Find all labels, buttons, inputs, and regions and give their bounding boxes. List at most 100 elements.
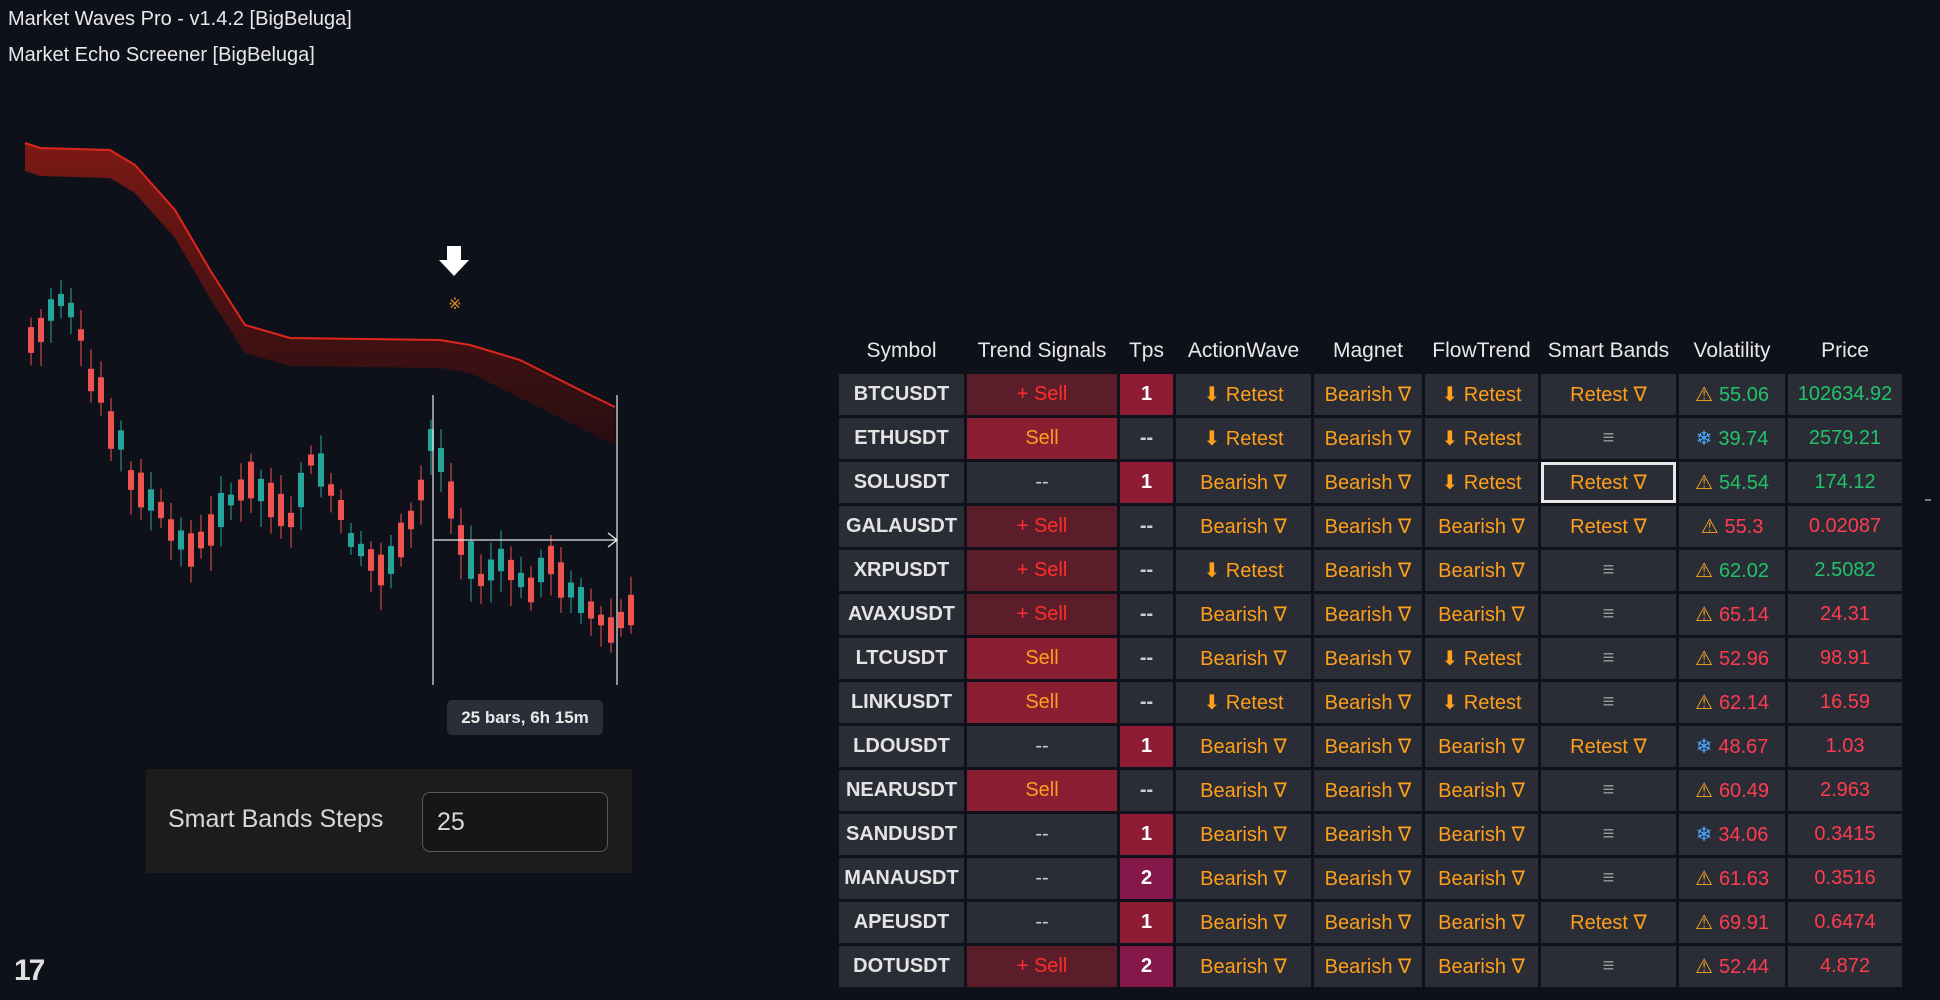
volatility-cell: ⚠ 62.02 [1679, 550, 1785, 591]
warning-icon: ⚠ [1695, 912, 1713, 934]
screener-row[interactable]: LINKUSDT Sell -- ⬇ Retest Bearish ∇ ⬇ Retest ≡… [839, 682, 1902, 723]
trend-signal-cell: + Sell [967, 550, 1117, 591]
symbol-cell: SANDUSDT [839, 814, 964, 855]
screener-table: Symbol Trend Signals Tps ActionWave Magnet Fl… [836, 328, 1905, 990]
tps-cell: -- [1120, 682, 1173, 723]
smart-bands-steps-input[interactable] [422, 792, 608, 852]
candle-body [548, 545, 554, 575]
volatility-cell: ⚠ 54.54 [1679, 462, 1785, 503]
candle-body [538, 557, 544, 583]
trend-signal-cell: + Sell [967, 506, 1117, 547]
volatility-value: 65.14 [1718, 604, 1769, 626]
smart-bands-cell: ≡ [1541, 418, 1676, 459]
symbol-cell: SOLUSDT [839, 462, 964, 503]
magnet-cell: Bearish ∇ [1314, 946, 1422, 987]
smart-bands-cell: ≡ [1541, 638, 1676, 679]
magnet-cell: Bearish ∇ [1314, 726, 1422, 767]
symbol-cell: APEUSDT [839, 902, 964, 943]
screener-row[interactable]: BTCUSDT + Sell 1 ⬇ Retest Bearish ∇ ⬇ Retest R… [839, 374, 1902, 415]
warning-icon: ⚠ [1700, 516, 1719, 538]
screener-row[interactable]: DOTUSDT + Sell 2 Bearish ∇ Bearish ∇ Bearish … [839, 946, 1902, 987]
screener-row[interactable]: GALAUSDT + Sell -- Bearish ∇ Bearish ∇ Bearis… [839, 506, 1902, 547]
actionwave-cell: ⬇ Retest [1176, 682, 1311, 723]
candle-body [108, 411, 114, 449]
symbol-cell: XRPUSDT [839, 550, 964, 591]
indicator-title-market-echo[interactable]: Market Echo Screener [BigBeluga] [8, 44, 315, 66]
magnet-cell: Bearish ∇ [1314, 858, 1422, 899]
price-cell: 16.59 [1788, 682, 1902, 723]
tradingview-logo[interactable]: 17 [14, 954, 45, 987]
indicator-title-market-waves[interactable]: Market Waves Pro - v1.4.2 [BigBeluga] [8, 8, 352, 30]
warning-icon: ⚠ [1695, 780, 1713, 802]
candle-body [368, 549, 374, 571]
volatility-cell: ⚠ 61.63 [1679, 858, 1785, 899]
warning-icon: ⚠ [1695, 692, 1713, 714]
flowtrend-cell: ⬇ Retest [1425, 682, 1538, 723]
candle-body [558, 562, 564, 598]
symbol-cell: LINKUSDT [839, 682, 964, 723]
flowtrend-cell: Bearish ∇ [1425, 550, 1538, 591]
price-cell: 4.872 [1788, 946, 1902, 987]
candle-body [518, 572, 524, 588]
price-cell: 0.02087 [1788, 506, 1902, 547]
trend-signal-cell: -- [967, 902, 1117, 943]
trend-signal-cell: -- [967, 814, 1117, 855]
column-header: Smart Bands [1547, 339, 1670, 362]
price-cell: 2.963 [1788, 770, 1902, 811]
price-cell: 0.6474 [1788, 902, 1902, 943]
candle-body [528, 577, 534, 603]
price-cell: 2.5082 [1788, 550, 1902, 591]
smart-band [25, 143, 615, 445]
tps-cell: -- [1120, 506, 1173, 547]
candle-body [278, 493, 284, 527]
candle-body [338, 500, 344, 520]
candle-body [408, 510, 414, 530]
price-cell: 102634.92 [1788, 374, 1902, 415]
smart-bands-cell: ≡ [1541, 858, 1676, 899]
screener-row[interactable]: SANDUSDT -- 1 Bearish ∇ Bearish ∇ Bearish ∇ ≡ ❄… [839, 814, 1902, 855]
flowtrend-cell: Bearish ∇ [1425, 726, 1538, 767]
candle-body [308, 454, 314, 466]
measure-arrow-head [607, 532, 619, 548]
candle-body [568, 582, 574, 598]
candle-body [588, 601, 594, 619]
screener-row[interactable]: ETHUSDT Sell -- ⬇ Retest Bearish ∇ ⬇ Retest ≡ ❄… [839, 418, 1902, 459]
screener-row[interactable]: LTCUSDT Sell -- Bearish ∇ Bearish ∇ ⬇ Retest ≡… [839, 638, 1902, 679]
warning-icon: ⚠ [1695, 868, 1713, 890]
column-header: Volatility [1693, 339, 1771, 362]
smart-bands-cell: ≡ [1541, 594, 1676, 635]
price-cell: 0.3516 [1788, 858, 1902, 899]
screener-row[interactable]: APEUSDT -- 1 Bearish ∇ Bearish ∇ Bearish ∇ Ret… [839, 902, 1902, 943]
candle-body [138, 472, 144, 508]
screener-row[interactable]: XRPUSDT + Sell -- ⬇ Retest Bearish ∇ Bearish … [839, 550, 1902, 591]
candle-body [288, 512, 294, 528]
tps-cell: 1 [1120, 814, 1173, 855]
tps-cell: 1 [1120, 462, 1173, 503]
screener-row[interactable]: AVAXUSDT + Sell -- Bearish ∇ Bearish ∇ Bearis… [839, 594, 1902, 635]
screener-row[interactable]: MANAUSDT -- 2 Bearish ∇ Bearish ∇ Bearish ∇ ≡ ⚠… [839, 858, 1902, 899]
trend-signal-cell: Sell [967, 682, 1117, 723]
candle-body [348, 533, 354, 547]
screener-row[interactable]: LDOUSDT -- 1 Bearish ∇ Bearish ∇ Bearish ∇ Ret… [839, 726, 1902, 767]
warning-icon: ⚠ [1695, 472, 1713, 494]
volatility-value: 39.74 [1718, 428, 1769, 450]
trend-signal-cell: -- [967, 462, 1117, 503]
volatility-cell: ❄ 48.67 [1679, 726, 1785, 767]
price-chart[interactable]: ※ [0, 120, 640, 720]
magnet-cell: Bearish ∇ [1314, 550, 1422, 591]
screener-row[interactable]: SOLUSDT -- 1 Bearish ∇ Bearish ∇ ⬇ Retest Rete… [839, 462, 1902, 503]
candle-body [188, 533, 194, 567]
trend-signal-cell: -- [967, 858, 1117, 899]
smart-bands-cell: ≡ [1541, 814, 1676, 855]
candle-body [128, 470, 134, 490]
trend-signal-cell: Sell [967, 770, 1117, 811]
candle-body [398, 522, 404, 558]
band-upper-line [24, 142, 616, 408]
volatility-cell: ⚠ 60.49 [1679, 770, 1785, 811]
flowtrend-cell: Bearish ∇ [1425, 506, 1538, 547]
candle-body [268, 482, 274, 518]
candle-body [428, 429, 434, 451]
candle-body [68, 302, 74, 318]
screener-row[interactable]: NEARUSDT Sell -- Bearish ∇ Bearish ∇ Bearish … [839, 770, 1902, 811]
flowtrend-cell: ⬇ Retest [1425, 418, 1538, 459]
